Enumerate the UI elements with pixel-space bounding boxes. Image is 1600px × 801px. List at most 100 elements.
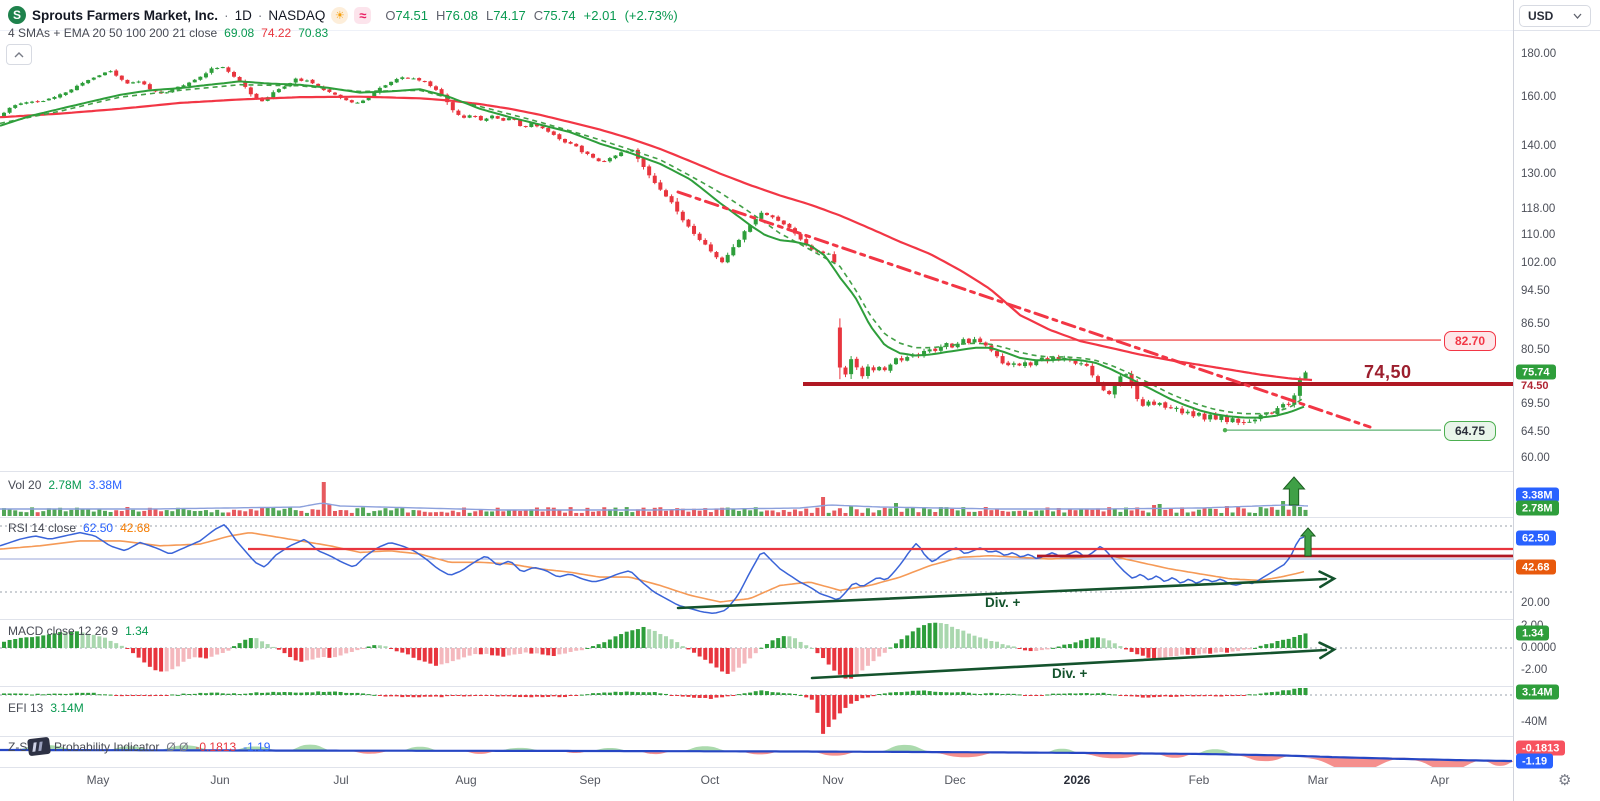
currency-selector[interactable]: USD xyxy=(1519,5,1591,27)
price-scale-tick: 130.00 xyxy=(1521,167,1557,180)
open-label: O xyxy=(385,7,396,23)
time-axis-label: Nov xyxy=(822,773,844,787)
price-scale-tick: 69.50 xyxy=(1521,398,1550,411)
currency-label: USD xyxy=(1528,9,1554,23)
chart-canvas[interactable] xyxy=(0,0,1513,767)
symbol-logo: S xyxy=(8,6,26,24)
panel-separator[interactable] xyxy=(0,471,1600,472)
symbol-title: Sprouts Farmers Market, Inc. xyxy=(32,7,219,23)
close-value: 75.74 xyxy=(543,7,576,23)
macd-value: 1.34 xyxy=(125,624,149,638)
time-axis-label: Sep xyxy=(579,773,601,787)
panel-separator[interactable] xyxy=(0,736,1600,737)
panel-separator[interactable] xyxy=(0,767,1600,768)
time-axis-label: Oct xyxy=(700,773,720,787)
price-scale-tick: 86.50 xyxy=(1521,317,1550,330)
title-sep2: · xyxy=(257,7,263,23)
chevron-up-icon xyxy=(14,51,24,57)
level-7450-label[interactable]: 74,50 xyxy=(1364,362,1412,382)
price-scale[interactable]: USD 180.00 160.00 140.00 130.00 118.00 110.00… xyxy=(1513,0,1600,801)
time-axis-label: Apr xyxy=(1430,773,1450,787)
panel-separator[interactable] xyxy=(0,619,1600,620)
gear-icon[interactable]: ⚙ xyxy=(1558,772,1572,789)
price-scale-tick: 80.50 xyxy=(1521,344,1550,356)
efi-value-badge: 3.14M xyxy=(1516,684,1559,700)
support-price-badge[interactable]: 64.75 xyxy=(1444,421,1497,441)
sma-value-2: 74.22 xyxy=(261,26,292,40)
price-scale-tick: 140.00 xyxy=(1521,140,1557,153)
efi-value: 3.14M xyxy=(50,701,84,715)
price-scale-tick: 94.50 xyxy=(1521,284,1550,297)
time-axis[interactable]: May Jun Jul Aug Sep Oct Nov Dec 2026 Feb Mar Apr xyxy=(0,768,1513,801)
close-label: C xyxy=(533,7,544,23)
time-axis-label: Feb xyxy=(1188,773,1210,787)
resistance-price-badge[interactable]: 82.70 xyxy=(1444,331,1497,351)
volume-ma-value: 2.78M xyxy=(48,478,82,492)
volume-legend[interactable]: Vol 20 2.78M 3.38M xyxy=(8,478,122,492)
price-scale-tick: 160.00 xyxy=(1521,91,1557,104)
rsi-value-badge: 62.50 xyxy=(1516,530,1556,546)
indicator-scale-tick: 0.0000 xyxy=(1521,642,1557,654)
rsi-legend-label: RSI 14 close xyxy=(8,521,77,535)
indicator-author-logo xyxy=(27,736,51,757)
efi-legend[interactable]: EFI 13 3.14M xyxy=(8,701,84,715)
sma-value-1: 69.08 xyxy=(224,26,255,40)
zscore-value-2-badge: -1.19 xyxy=(1516,753,1554,769)
price-scale-tick: 60.00 xyxy=(1521,452,1550,465)
sma-value-3: 70.83 xyxy=(298,26,329,40)
title-sep1: · xyxy=(224,7,229,23)
panel-separator[interactable] xyxy=(0,517,1600,518)
open-value: 74.51 xyxy=(395,7,429,23)
efi-legend-label: EFI 13 xyxy=(8,701,44,715)
vol-current-badge: 3.38M xyxy=(1516,487,1559,503)
zscore-value-1: -0.1813 xyxy=(195,740,237,754)
last-price-badge: 75.74 xyxy=(1516,364,1556,380)
symbol-exchange: NASDAQ xyxy=(268,7,326,23)
panel-separator[interactable] xyxy=(0,686,1600,687)
low-value: 74.17 xyxy=(493,7,526,23)
scale-divider[interactable] xyxy=(1513,0,1514,801)
rsi-legend[interactable]: RSI 14 close 62.50 42.68 xyxy=(8,521,150,535)
sma-indicator-legend[interactable]: 4 SMAs + EMA 20 50 100 200 21 close 69.0… xyxy=(8,26,328,40)
macd-value-badge: 1.34 xyxy=(1516,625,1550,641)
chevron-down-icon xyxy=(1573,13,1582,19)
indicator-scale-tick: -40M xyxy=(1521,716,1548,728)
macd-legend[interactable]: MACD close 12 26 9 1.34 xyxy=(8,624,148,638)
indicator-scale-tick: 20.00 xyxy=(1521,597,1550,609)
symbol-legend[interactable]: S Sprouts Farmers Market, Inc. · 1D · NA… xyxy=(8,6,678,24)
change-percent: (+2.73%) xyxy=(624,7,678,23)
volume-current-value: 3.38M xyxy=(88,478,123,492)
rsi-divergence-label[interactable]: Div. + xyxy=(985,595,1021,610)
time-axis-label: Aug xyxy=(455,773,477,787)
panel-separator xyxy=(0,30,1600,31)
rsi-ma-value: 42.68 xyxy=(120,521,151,535)
macd-divergence-label[interactable]: Div. + xyxy=(1052,666,1088,681)
rsi-value: 62.50 xyxy=(83,521,114,535)
level-price-scale-label: 74.50 xyxy=(1521,380,1549,392)
high-value: 76.08 xyxy=(445,7,478,23)
sma-legend-label: 4 SMAs + EMA 20 50 100 200 21 close xyxy=(8,26,218,40)
market-status-icon[interactable]: ☀ xyxy=(331,6,349,24)
time-axis-label: 2026 xyxy=(1063,773,1091,787)
low-label: L xyxy=(485,7,494,23)
time-axis-label: Jul xyxy=(333,773,349,787)
zscore-params: Ø Ø xyxy=(166,740,189,754)
collapse-legend-button[interactable] xyxy=(6,44,32,65)
price-scale-tick: 110.00 xyxy=(1521,229,1556,242)
price-scale-tick: 118.00 xyxy=(1521,203,1556,216)
vol-ma-badge: 2.78M xyxy=(1516,500,1559,516)
indicator-scale-tick: -2.00 xyxy=(1521,664,1548,676)
time-axis-label: Mar xyxy=(1307,773,1329,787)
price-scale-tick: 64.50 xyxy=(1521,425,1550,438)
macd-legend-label: MACD close 12 26 9 xyxy=(8,624,119,638)
zscore-value-1-badge: -0.1813 xyxy=(1516,740,1566,756)
symbol-timeframe[interactable]: 1D xyxy=(234,7,252,23)
zscore-value-2: -1.19 xyxy=(243,740,271,754)
high-label: H xyxy=(436,7,446,23)
price-scale-tick: 102.00 xyxy=(1521,256,1557,269)
time-axis-label: Jun xyxy=(210,773,230,787)
extended-hours-icon[interactable]: ≈ xyxy=(354,6,372,24)
ohlc-values: O74.51 H76.08 L74.17 C75.74 +2.01 (+2.73… xyxy=(385,8,677,23)
time-axis-label: May xyxy=(86,773,110,787)
